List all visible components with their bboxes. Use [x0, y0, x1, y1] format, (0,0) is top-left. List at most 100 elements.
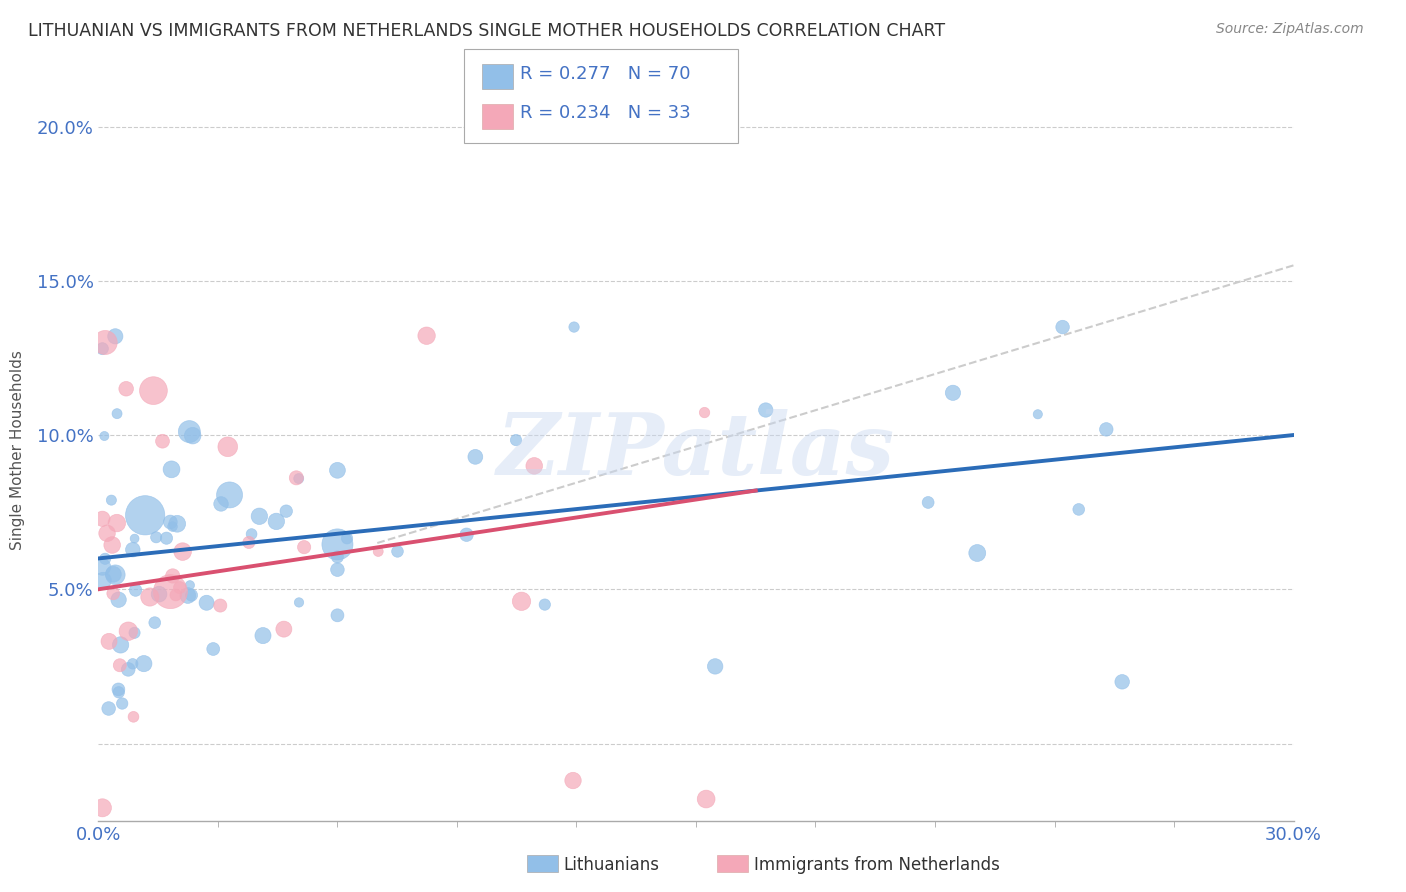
Point [165, 588, 187, 602]
Point [326, 549, 349, 564]
Point [1067, 502, 1090, 516]
Point [132, 657, 155, 671]
Point [172, 544, 194, 558]
Point [326, 608, 349, 623]
Point [103, 567, 125, 582]
Point [336, 531, 359, 545]
Point [177, 589, 200, 603]
Point [145, 530, 167, 544]
Point [139, 590, 162, 604]
Text: Source: ZipAtlas.com: Source: ZipAtlas.com [1216, 22, 1364, 37]
Point [105, 516, 128, 530]
Point [121, 657, 143, 671]
Point [148, 587, 170, 601]
Point [456, 527, 478, 541]
Point [166, 516, 188, 531]
Point [152, 434, 174, 449]
Point [94, 335, 117, 350]
Point [704, 659, 727, 673]
Point [415, 328, 437, 343]
Point [1052, 320, 1074, 334]
Text: R = 0.277   N = 70: R = 0.277 N = 70 [520, 65, 690, 83]
Point [104, 567, 127, 582]
Point [104, 329, 127, 343]
Point [533, 598, 555, 612]
Point [117, 662, 139, 676]
Point [966, 546, 988, 560]
Point [1095, 422, 1118, 436]
Point [195, 596, 218, 610]
Point [159, 584, 181, 599]
Point [247, 509, 270, 524]
Point [292, 540, 315, 554]
Point [115, 382, 138, 396]
Point [179, 425, 201, 439]
Point [100, 493, 122, 508]
Point [240, 527, 263, 541]
Point [505, 433, 527, 447]
Point [107, 685, 129, 699]
Point [105, 407, 128, 421]
Point [143, 615, 166, 630]
Point [142, 384, 165, 398]
Point [209, 497, 232, 511]
Point [108, 658, 131, 673]
Point [285, 471, 308, 485]
Point [326, 537, 349, 551]
Point [276, 504, 298, 518]
Point [97, 701, 120, 715]
Point [695, 792, 717, 806]
Point [110, 638, 132, 652]
Point [266, 515, 288, 529]
Point [238, 535, 260, 549]
Point [917, 495, 939, 509]
Point [91, 801, 114, 815]
Point [326, 563, 349, 577]
Point [218, 488, 240, 502]
Point [202, 642, 225, 657]
Text: LITHUANIAN VS IMMIGRANTS FROM NETHERLANDS SINGLE MOTHER HOUSEHOLDS CORRELATION C: LITHUANIAN VS IMMIGRANTS FROM NETHERLAND… [28, 22, 945, 40]
Point [160, 462, 183, 476]
Point [209, 599, 232, 613]
Point [179, 578, 201, 592]
Point [93, 429, 115, 443]
Point [121, 542, 143, 557]
Point [91, 342, 114, 356]
Point [162, 519, 184, 533]
Point [96, 526, 118, 541]
Point [464, 450, 486, 464]
Point [94, 551, 117, 566]
Point [510, 594, 533, 608]
Point [326, 463, 349, 477]
Point [91, 574, 114, 588]
Point [155, 531, 177, 545]
Y-axis label: Single Mother Households: Single Mother Households [10, 351, 25, 550]
Point [111, 697, 134, 711]
Text: ZIPatlas: ZIPatlas [496, 409, 896, 492]
Point [287, 472, 309, 486]
Point [91, 512, 114, 526]
Point [117, 624, 139, 639]
Point [162, 569, 184, 583]
Point [98, 634, 121, 648]
Point [273, 622, 295, 636]
Point [523, 458, 546, 473]
Point [288, 595, 311, 609]
Point [693, 406, 716, 420]
Point [103, 586, 125, 600]
Point [252, 629, 274, 643]
Point [1026, 407, 1049, 421]
Text: Immigrants from Netherlands: Immigrants from Netherlands [754, 856, 1000, 874]
Point [134, 508, 156, 523]
Point [124, 532, 146, 546]
Point [562, 320, 585, 334]
Point [1111, 674, 1133, 689]
Point [755, 403, 778, 417]
Point [159, 515, 181, 529]
Text: Lithuanians: Lithuanians [564, 856, 659, 874]
Point [107, 682, 129, 697]
Point [91, 560, 114, 574]
Point [124, 625, 146, 640]
Point [217, 440, 239, 454]
Point [387, 544, 409, 558]
